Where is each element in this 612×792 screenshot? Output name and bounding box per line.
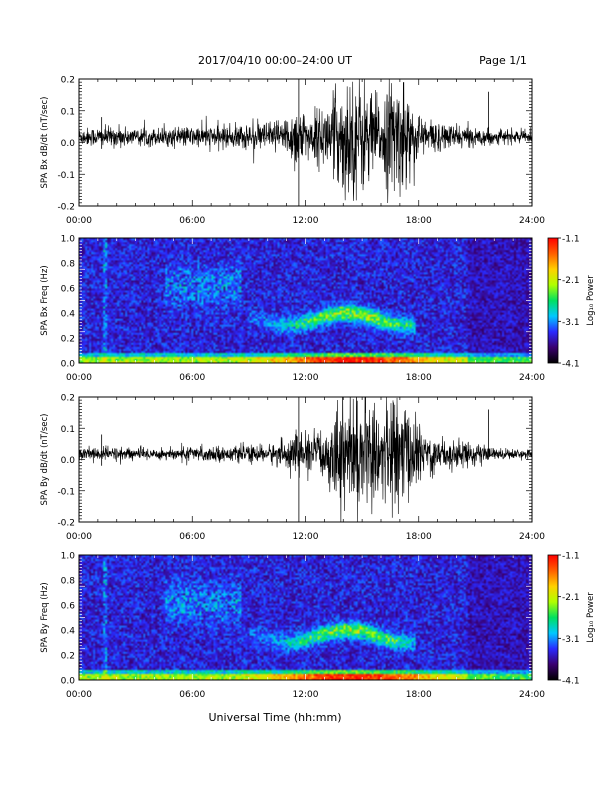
x-tick-label: 24:00 — [519, 373, 545, 383]
plot-frame — [78, 237, 533, 364]
by-colorbar: -1.1 -2.1 -3.1 -4.1 Log₁₀ Power — [547, 552, 596, 687]
y-tick-label: 0.4 — [61, 310, 76, 320]
x-tick-label: 18:00 — [406, 373, 432, 383]
y-tick-label: 0.0 — [61, 139, 76, 149]
by-spectrogram-panel: 1.0 0.8 0.6 0.4 0.2 0.0 00:00 06:00 12:00 18:00 24… — [40, 552, 545, 701]
y-axis-label: SPA Bx Freq (Hz) — [40, 265, 50, 335]
colorbar-tick-label: -4.1 — [562, 677, 580, 687]
y-axis-label: SPA Bx dB/dt (nT/sec) — [40, 97, 50, 189]
bx-dbdt-panel: 0.2 0.1 0.0 -0.1 -0.2 00:00 06:00 12:00 18:00 24:… — [40, 76, 545, 227]
y-tick-label: 0.6 — [61, 602, 76, 612]
y-tick-label: 0.2 — [61, 335, 75, 345]
y-tick-label: 1.0 — [61, 552, 76, 562]
colorbar-tick-label: -1.1 — [562, 235, 580, 245]
spectrogram-image — [79, 238, 532, 363]
spectrogram-image — [79, 555, 532, 680]
x-tick-label: 06:00 — [179, 690, 205, 700]
y-tick-label: 0.2 — [61, 652, 75, 662]
y-tick-label: 1.0 — [61, 235, 76, 245]
y-tick-label: 0.0 — [61, 677, 76, 687]
x-tick-label: 00:00 — [66, 216, 92, 226]
x-tick-label: 06:00 — [179, 373, 205, 383]
dbdt-series-line — [79, 79, 532, 203]
x-tick-label: 12:00 — [293, 690, 319, 700]
colorbar-tick-label: -3.1 — [562, 635, 580, 645]
x-tick-label: 18:00 — [406, 532, 432, 542]
x-tick-label: 00:00 — [66, 532, 92, 542]
figure-title: 2017/04/10 00:00–24:00 UT — [198, 54, 352, 67]
x-tick-label: 06:00 — [179, 216, 205, 226]
colorbar-label: Log₁₀ Power — [586, 275, 596, 326]
y-tick-label: 0.6 — [61, 285, 76, 295]
y-tick-label: 0.4 — [61, 627, 76, 637]
y-tick-label: 0.2 — [61, 76, 75, 86]
plot-frame — [78, 396, 533, 523]
x-tick-label: 00:00 — [66, 373, 92, 383]
page-indicator: Page 1/1 — [479, 54, 527, 67]
x-tick-label: 18:00 — [406, 216, 432, 226]
y-tick-label: 0.0 — [61, 456, 76, 466]
x-tick-label: 24:00 — [519, 216, 545, 226]
y-tick-label: 0.8 — [61, 260, 76, 270]
bx-colorbar: -1.1 -2.1 -3.1 -4.1 Log₁₀ Power — [547, 235, 596, 370]
y-tick-label: 0.2 — [61, 394, 75, 404]
x-tick-label: 12:00 — [293, 532, 319, 542]
plot-frame — [78, 554, 533, 681]
colorbar-tick-label: -2.1 — [562, 276, 580, 286]
y-tick-label: 0.8 — [61, 577, 76, 587]
y-tick-label: -0.2 — [57, 519, 75, 529]
colorbar-scale — [547, 554, 559, 681]
y-tick-label: -0.1 — [57, 171, 75, 181]
y-tick-label: 0.1 — [61, 107, 75, 117]
by-dbdt-panel: 0.2 0.1 0.0 -0.1 -0.2 00:00 06:00 12:00 18:00 24:… — [40, 394, 545, 543]
x-tick-label: 06:00 — [179, 532, 205, 542]
dbdt-series-line — [79, 397, 532, 522]
x-tick-label: 12:00 — [293, 373, 319, 383]
colorbar-tick-label: -3.1 — [562, 318, 580, 328]
y-tick-label: 0.1 — [61, 425, 75, 435]
bx-spectrogram-panel: 1.0 0.8 0.6 0.4 0.2 0.0 00:00 06:00 12:00 18:00 24… — [40, 235, 545, 384]
x-tick-label: 24:00 — [519, 532, 545, 542]
y-tick-label: 0.0 — [61, 360, 76, 370]
y-axis-label: SPA By dB/dt (nT/sec) — [40, 414, 50, 506]
x-tick-label: 00:00 — [66, 690, 92, 700]
colorbar-label: Log₁₀ Power — [586, 592, 596, 643]
colorbar-tick-label: -2.1 — [562, 593, 580, 603]
y-tick-label: -0.1 — [57, 487, 75, 497]
colorbar-scale — [547, 237, 559, 364]
x-tick-label: 12:00 — [293, 216, 319, 226]
y-axis-label: SPA By Freq (Hz) — [40, 582, 50, 652]
x-axis-label: Universal Time (hh:mm) — [209, 711, 342, 724]
y-tick-label: -0.2 — [57, 203, 75, 213]
x-tick-label: 18:00 — [406, 690, 432, 700]
colorbar-tick-label: -1.1 — [562, 552, 580, 562]
plot-frame — [78, 78, 533, 207]
colorbar-tick-label: -4.1 — [562, 360, 580, 370]
x-tick-label: 24:00 — [519, 690, 545, 700]
